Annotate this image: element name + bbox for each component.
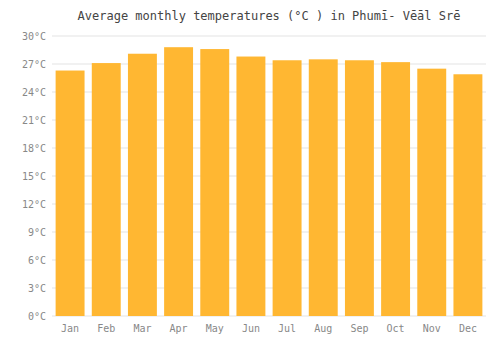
x-tick-label: Nov: [423, 323, 441, 334]
x-tick-label: Mar: [133, 323, 151, 334]
x-tick-label: Aug: [314, 323, 332, 334]
x-tick-label: Feb: [97, 323, 115, 334]
bar: [200, 49, 229, 316]
y-tick-label: 9°C: [28, 227, 46, 238]
bars: [56, 47, 483, 316]
bar: [453, 74, 482, 316]
chart-svg: Average monthly temperatures (°C ) in Ph…: [0, 0, 500, 350]
bar: [128, 54, 157, 316]
x-axis: Jan Feb Mar Apr May Jun Jul Aug Sep Oct Nov Dec: [61, 323, 477, 334]
x-tick-label: Dec: [459, 323, 477, 334]
x-tick-label: Oct: [387, 323, 405, 334]
grid-line: [52, 36, 486, 37]
y-axis: 0°C 3°C 6°C 9°C 12°C 15°C 18°C 21°C 24°C 27°C 30°C: [22, 31, 486, 322]
bar: [381, 62, 410, 316]
y-tick-label: 30°C: [22, 31, 46, 42]
bar: [309, 59, 338, 316]
y-tick-label: 12°C: [22, 199, 46, 210]
y-tick-label: 15°C: [22, 171, 46, 182]
x-tick-label: May: [206, 323, 224, 334]
bar: [164, 47, 193, 316]
bar: [236, 57, 265, 316]
bar: [273, 60, 302, 316]
y-tick-label: 3°C: [28, 283, 46, 294]
y-tick-label: 27°C: [22, 59, 46, 70]
bar: [56, 71, 85, 316]
x-tick-label: Jan: [61, 323, 79, 334]
chart-container: Average monthly temperatures (°C ) in Ph…: [0, 0, 500, 350]
x-tick-label: Jul: [278, 323, 296, 334]
y-tick-label: 21°C: [22, 115, 46, 126]
x-tick-label: Apr: [170, 323, 188, 334]
y-tick-label: 18°C: [22, 143, 46, 154]
y-tick-label: 24°C: [22, 87, 46, 98]
y-tick-label: 0°C: [28, 311, 46, 322]
x-tick-label: Sep: [350, 323, 368, 334]
x-tick-label: Jun: [242, 323, 260, 334]
bar: [92, 63, 121, 316]
bar: [417, 69, 446, 316]
y-tick-label: 6°C: [28, 255, 46, 266]
bar: [345, 60, 374, 316]
chart-title: Average monthly temperatures (°C ) in Ph…: [78, 9, 461, 23]
